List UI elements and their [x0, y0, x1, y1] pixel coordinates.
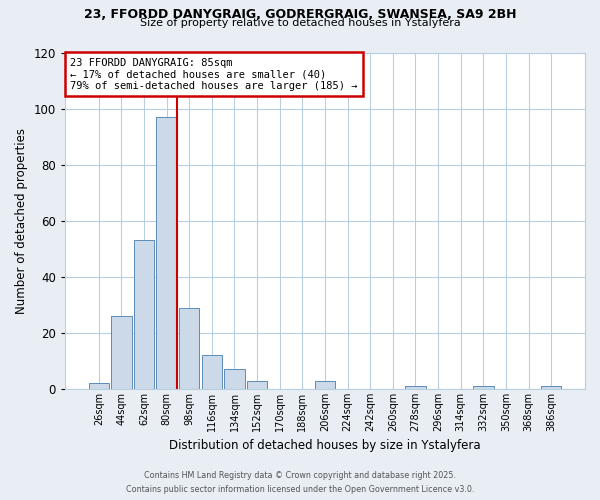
Bar [179, 308, 199, 389]
Bar [89, 384, 109, 389]
Text: Size of property relative to detached houses in Ystalyfera: Size of property relative to detached ho… [140, 18, 460, 28]
X-axis label: Distribution of detached houses by size in Ystalyfera: Distribution of detached houses by size … [169, 440, 481, 452]
Y-axis label: Number of detached properties: Number of detached properties [15, 128, 28, 314]
Text: 23 FFORDD DANYGRAIG: 85sqm
← 17% of detached houses are smaller (40)
79% of semi: 23 FFORDD DANYGRAIG: 85sqm ← 17% of deta… [70, 58, 358, 90]
Text: Contains HM Land Registry data © Crown copyright and database right 2025.
Contai: Contains HM Land Registry data © Crown c… [126, 472, 474, 494]
Bar [247, 380, 267, 389]
Bar [541, 386, 562, 389]
Bar [315, 380, 335, 389]
Bar [405, 386, 425, 389]
Text: 23, FFORDD DANYGRAIG, GODRERGRAIG, SWANSEA, SA9 2BH: 23, FFORDD DANYGRAIG, GODRERGRAIG, SWANS… [84, 8, 516, 20]
Bar [202, 356, 222, 389]
Bar [224, 370, 245, 389]
Bar [134, 240, 154, 389]
Bar [111, 316, 131, 389]
Bar [473, 386, 494, 389]
Bar [157, 117, 177, 389]
